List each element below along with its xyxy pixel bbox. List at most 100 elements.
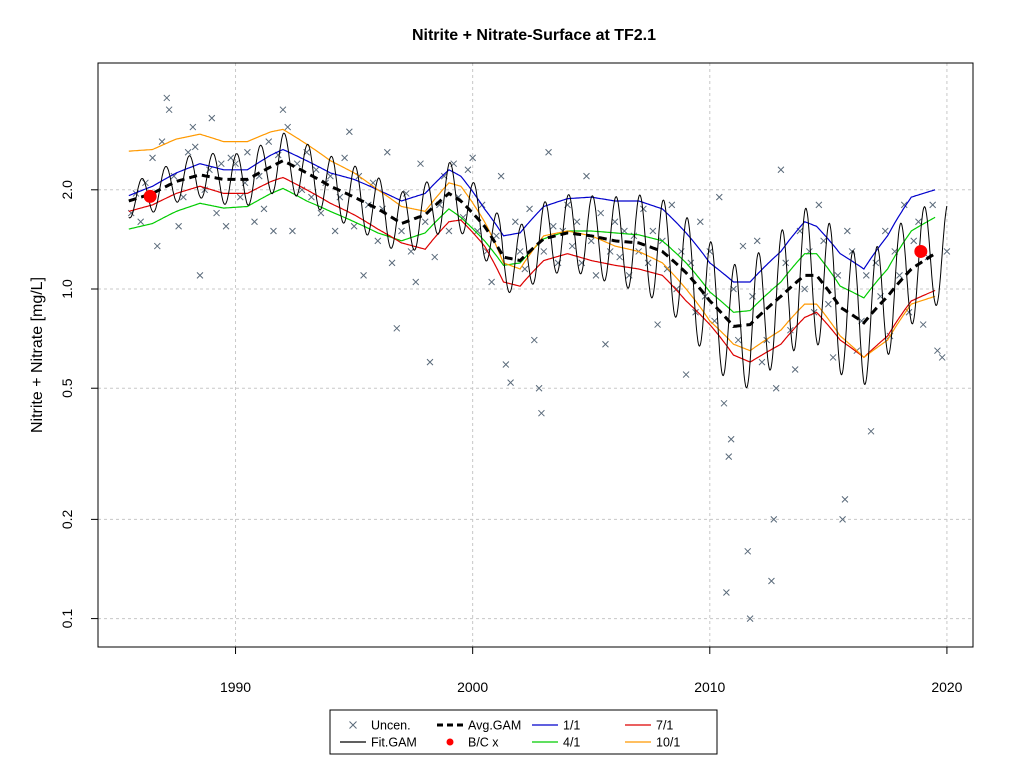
uncen-point — [431, 253, 439, 261]
uncen-point — [412, 278, 420, 286]
uncen-point — [715, 193, 723, 201]
uncen-point — [900, 201, 908, 209]
uncen-point — [535, 384, 543, 392]
bc-point — [143, 189, 157, 203]
uncen-point — [791, 366, 799, 373]
uncen-point — [867, 427, 875, 435]
uncen-point — [374, 237, 382, 245]
uncen-point — [417, 160, 424, 168]
legend-label: 10/1 — [656, 736, 680, 750]
x-axis: 1990 2000 2010 2020 — [220, 647, 963, 695]
legend: Uncen. Avg.GAM 1/1 7/1 Fit.GAM B/C x 4/1 10/1 — [329, 709, 718, 755]
uncen-point — [293, 160, 301, 168]
legend-item-uncen: Uncen. — [349, 719, 411, 733]
uncen-point — [383, 148, 391, 156]
uncen-point — [725, 453, 733, 461]
uncen-point — [644, 259, 652, 267]
uncen-point — [723, 589, 730, 596]
uncen-point — [597, 209, 605, 217]
uncen-point — [938, 354, 946, 361]
uncen-point — [929, 201, 937, 209]
uncen-point — [687, 259, 695, 267]
uncen-point — [587, 237, 595, 245]
uncen-point — [236, 193, 244, 201]
uncen-point — [824, 300, 832, 308]
uncen-point — [820, 237, 827, 245]
y-axis-label: Nitrite + Nitrate [mg/L] — [29, 277, 46, 433]
uncen-point — [592, 272, 600, 279]
uncen-point — [350, 222, 358, 230]
uncen-point — [251, 218, 258, 226]
legend-item-avg: Avg.GAM — [437, 719, 521, 733]
uncen-point — [668, 201, 676, 209]
legend-item-s1: 1/1 — [532, 719, 580, 733]
uncen-point — [421, 218, 429, 226]
uncen-point — [502, 361, 510, 368]
uncen-point — [896, 272, 903, 279]
uncen-point — [782, 259, 790, 267]
x-tick-label: 2010 — [694, 679, 725, 695]
uncen-point — [829, 354, 837, 361]
uncen-point — [839, 516, 846, 523]
uncen-point — [540, 248, 548, 255]
uncen-point — [191, 143, 199, 151]
uncen-point — [165, 106, 173, 114]
uncen-point — [265, 138, 273, 145]
uncen-point — [393, 324, 401, 332]
uncen-point — [184, 148, 192, 156]
legend-item-s10: 10/1 — [625, 736, 680, 750]
uncen-point — [915, 218, 922, 226]
uncen-point — [459, 213, 467, 221]
series-10-1 — [128, 128, 936, 359]
uncen-point — [208, 114, 216, 122]
uncen-point — [149, 154, 156, 162]
uncen-point — [744, 547, 752, 555]
uncen-point — [677, 248, 685, 255]
uncen-point — [611, 218, 619, 226]
uncen-point — [834, 272, 842, 279]
uncen-point — [843, 227, 851, 235]
uncen-point — [464, 166, 472, 174]
chart-title: Nitrite + Nitrate-Surface at TF2.1 — [412, 27, 656, 44]
fit-gam-line — [128, 132, 948, 389]
legend-box — [329, 709, 718, 755]
uncen-point — [180, 193, 187, 201]
uncen-point — [279, 106, 287, 114]
x-tick-label: 1990 — [220, 679, 251, 695]
uncen-point — [360, 272, 367, 279]
legend-label: 4/1 — [563, 736, 580, 750]
legend-label: Uncen. — [371, 719, 411, 733]
uncen-point — [474, 227, 481, 235]
uncen-point — [772, 384, 780, 392]
uncen-point — [426, 358, 434, 366]
uncen-point — [217, 160, 225, 168]
uncen-point — [511, 218, 519, 226]
uncen-point — [260, 205, 268, 213]
legend-item-fit: Fit.GAM — [340, 736, 417, 750]
uncen-point — [153, 242, 161, 250]
uncen-point — [407, 248, 415, 255]
legend-label: Fit.GAM — [371, 736, 417, 750]
uncen-point — [862, 272, 870, 279]
uncen-point — [602, 340, 609, 348]
legend-symbol-dot — [446, 738, 454, 746]
uncen-point — [934, 347, 941, 355]
uncen-point — [910, 237, 918, 245]
uncen-point — [573, 218, 581, 226]
avg-gam-line — [128, 159, 936, 328]
uncen-point — [841, 496, 849, 503]
uncen-point — [244, 148, 251, 156]
uncen-point — [493, 232, 500, 240]
uncen-point — [568, 242, 576, 250]
uncen-point — [739, 242, 747, 250]
series-7-1 — [128, 176, 936, 363]
y-tick-label: 2.0 — [59, 180, 75, 200]
uncen-point — [398, 227, 405, 235]
y-tick-label: 0.5 — [59, 378, 75, 398]
uncen-point — [530, 336, 538, 344]
uncen-point — [777, 166, 785, 174]
uncen-point — [696, 218, 704, 226]
uncen-point — [158, 138, 166, 145]
uncen-point — [753, 237, 761, 245]
legend-item-s7: 7/1 — [625, 719, 673, 733]
